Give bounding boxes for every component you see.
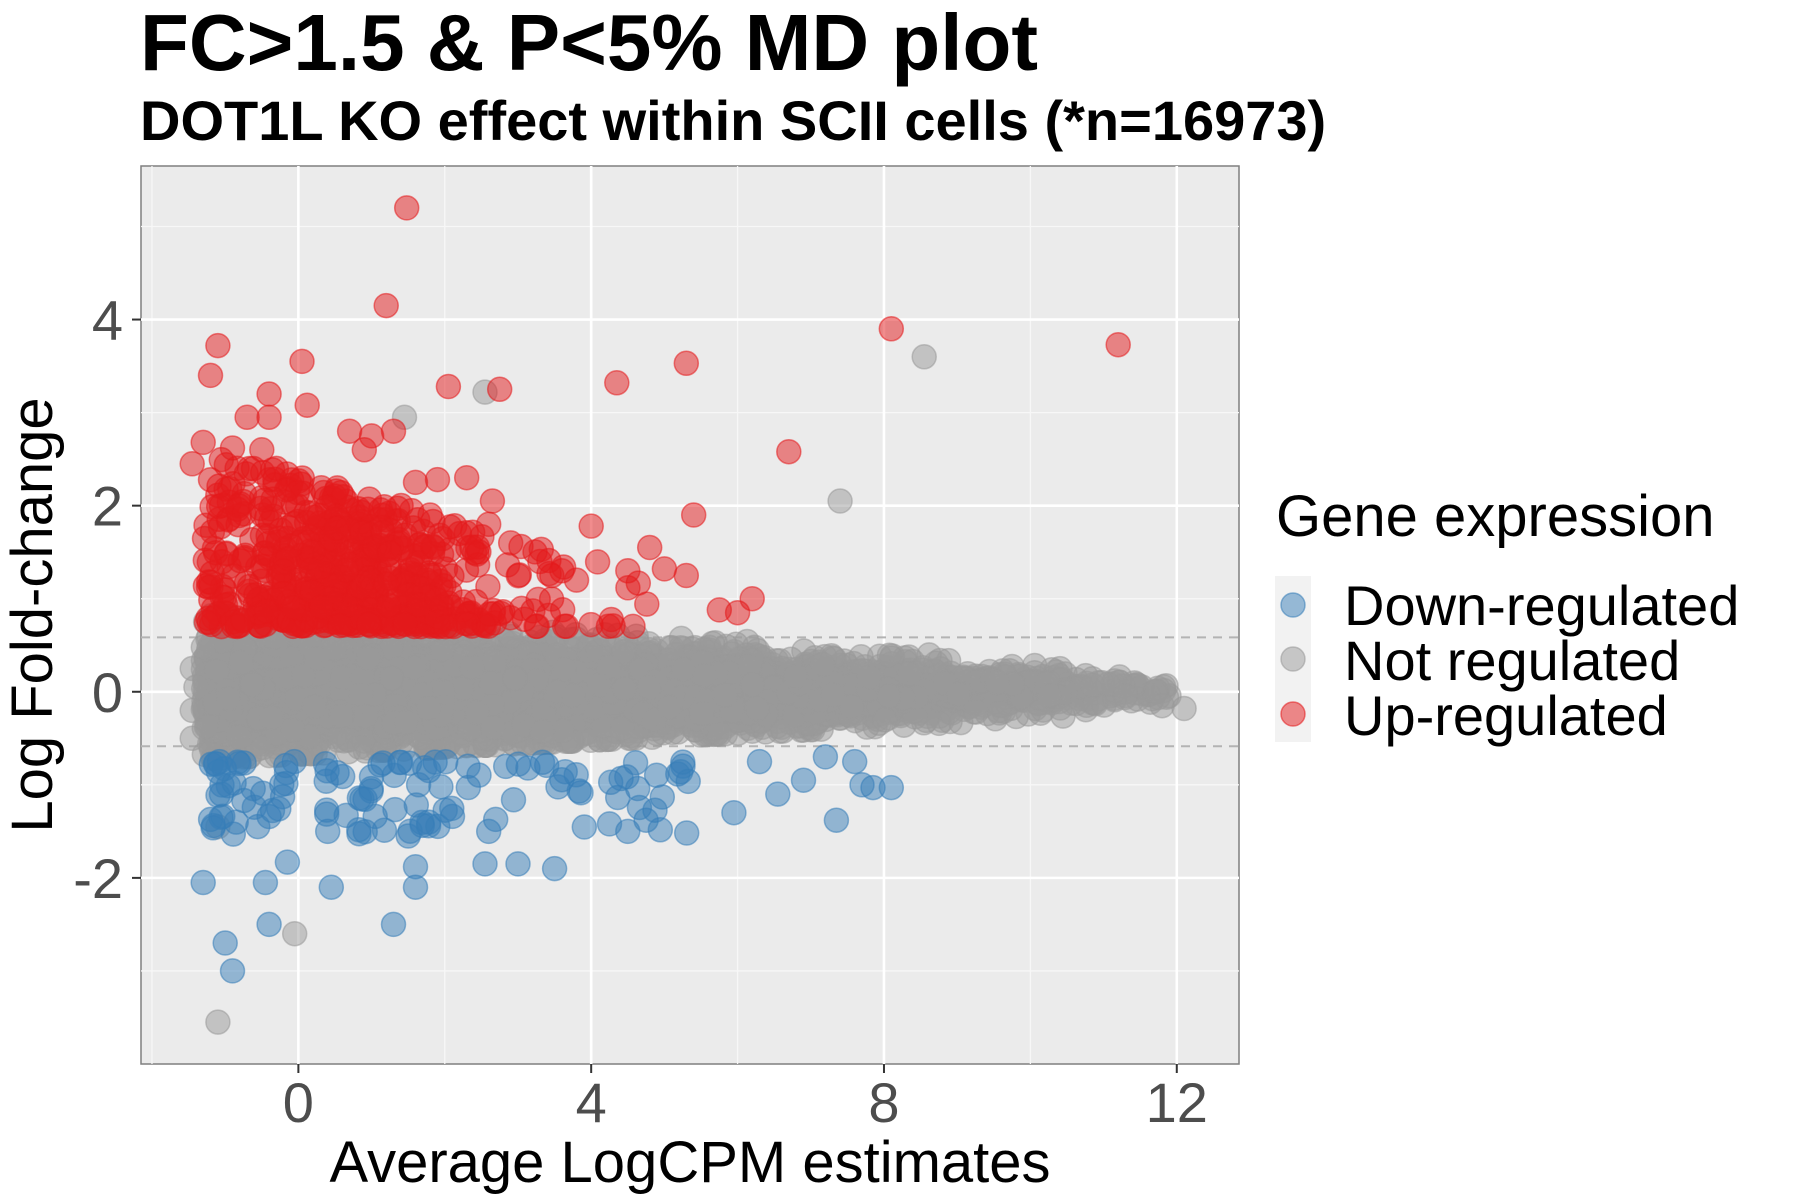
chart-subtitle: DOT1L KO effect within SCII cells (*n=16…: [140, 89, 1326, 152]
data-points: [179, 195, 1197, 1035]
chart-title: FC>1.5 & P<5% MD plot: [140, 0, 1038, 87]
